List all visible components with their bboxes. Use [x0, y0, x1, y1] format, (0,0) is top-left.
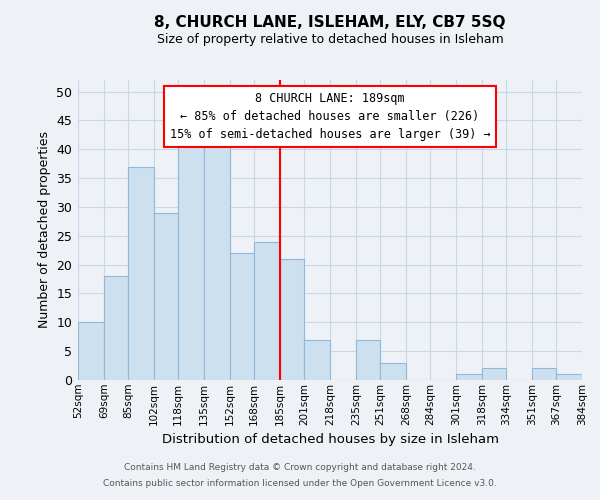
- Bar: [230, 253, 254, 380]
- X-axis label: Distribution of detached houses by size in Isleham: Distribution of detached houses by size …: [161, 433, 499, 446]
- Y-axis label: Number of detached properties: Number of detached properties: [38, 132, 51, 328]
- Bar: [178, 144, 204, 380]
- Text: 8, CHURCH LANE, ISLEHAM, ELY, CB7 5SQ: 8, CHURCH LANE, ISLEHAM, ELY, CB7 5SQ: [154, 15, 506, 30]
- Bar: [254, 242, 280, 380]
- Bar: [128, 166, 154, 380]
- Text: Contains HM Land Registry data © Crown copyright and database right 2024.: Contains HM Land Registry data © Crown c…: [124, 464, 476, 472]
- Text: Contains public sector information licensed under the Open Government Licence v3: Contains public sector information licen…: [103, 478, 497, 488]
- Text: Size of property relative to detached houses in Isleham: Size of property relative to detached ho…: [157, 32, 503, 46]
- Bar: [556, 374, 582, 380]
- Bar: [304, 340, 330, 380]
- Bar: [482, 368, 506, 380]
- Bar: [204, 144, 230, 380]
- Bar: [280, 259, 304, 380]
- Bar: [380, 362, 406, 380]
- Bar: [456, 374, 482, 380]
- Bar: [78, 322, 104, 380]
- Bar: [154, 212, 178, 380]
- Bar: [532, 368, 556, 380]
- Bar: [104, 276, 128, 380]
- Text: 8 CHURCH LANE: 189sqm
← 85% of detached houses are smaller (226)
15% of semi-det: 8 CHURCH LANE: 189sqm ← 85% of detached …: [170, 92, 490, 141]
- Bar: [356, 340, 380, 380]
